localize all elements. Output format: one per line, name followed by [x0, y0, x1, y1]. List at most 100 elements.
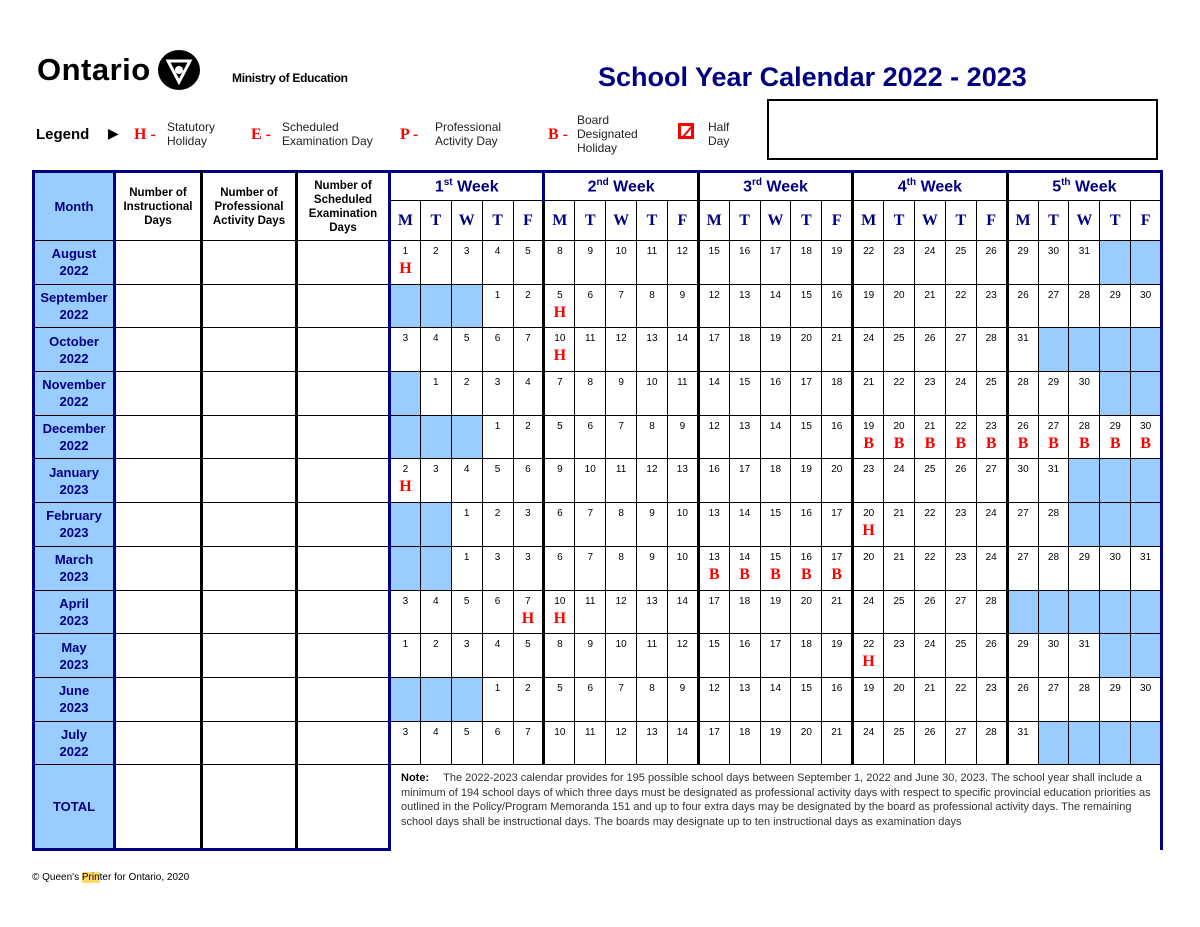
- day-number: 11: [646, 246, 658, 257]
- day-number: 29: [1017, 639, 1029, 651]
- day-cell: 3: [512, 545, 545, 591]
- day-number: 4: [433, 726, 439, 738]
- day-number: 16: [800, 551, 812, 563]
- day-number: 14: [676, 726, 688, 738]
- day-number: 23: [985, 420, 997, 432]
- day-number: 28: [1078, 289, 1090, 301]
- instructional-days-input[interactable]: [114, 676, 203, 722]
- day-number: 16: [739, 246, 751, 257]
- day-cell: 18: [821, 371, 854, 416]
- day-number: 23: [863, 464, 875, 476]
- weekday-header: T: [790, 200, 823, 241]
- professional-days-input[interactable]: [201, 502, 298, 547]
- week-header-1: 1st Week: [388, 170, 545, 201]
- day-cell: 17: [821, 502, 854, 547]
- exam-days-input[interactable]: [296, 283, 391, 329]
- instructional-days-input[interactable]: [114, 283, 203, 329]
- day-cell: 23: [851, 458, 885, 504]
- day-number: 24: [893, 464, 905, 476]
- day-number: 4: [433, 595, 439, 607]
- professional-days-input[interactable]: [201, 676, 298, 722]
- instructional-days-input[interactable]: [114, 589, 203, 635]
- day-number: 5: [463, 726, 470, 738]
- week-label: Week: [761, 178, 808, 196]
- day-number: 5: [525, 246, 531, 257]
- week-number: 3: [743, 178, 752, 196]
- professional-days-input[interactable]: [201, 633, 298, 678]
- month-year: 2023: [59, 525, 89, 541]
- instructional-days-input[interactable]: [114, 327, 203, 373]
- day-cell: 30: [1037, 240, 1070, 285]
- total-exam-days[interactable]: [296, 764, 391, 852]
- exam-days-input[interactable]: [296, 545, 391, 591]
- exam-days-input[interactable]: [296, 327, 391, 373]
- day-cell: 24: [944, 371, 977, 416]
- day-cell: 4: [481, 633, 514, 678]
- exam-days-input[interactable]: [296, 240, 391, 285]
- professional-days-input[interactable]: [201, 545, 298, 591]
- instructional-days-input[interactable]: [114, 545, 203, 591]
- day-number: 31: [1078, 246, 1090, 257]
- professional-days-input[interactable]: [201, 414, 298, 460]
- instructional-days-input[interactable]: [114, 720, 203, 766]
- day-cell: 21: [851, 371, 885, 416]
- instructional-days-input[interactable]: [114, 414, 203, 460]
- day-cell: 24: [851, 589, 885, 635]
- day-cell: 13: [696, 502, 730, 547]
- exam-days-input[interactable]: [296, 371, 391, 416]
- exam-days-input[interactable]: [296, 720, 391, 766]
- professional-days-input[interactable]: [201, 240, 298, 285]
- day-cell: 4: [419, 589, 452, 635]
- professional-days-input[interactable]: [201, 283, 298, 329]
- day-cell: 25: [883, 720, 915, 766]
- day-number: 18: [831, 377, 843, 389]
- instructional-days-input[interactable]: [114, 458, 203, 504]
- professional-days-input[interactable]: [201, 327, 298, 373]
- instructional-days-input[interactable]: [114, 371, 203, 416]
- month-year: 2023: [59, 700, 89, 716]
- day-number: 31: [1017, 333, 1029, 345]
- day-number: 25: [955, 639, 967, 651]
- professional-days-input[interactable]: [201, 458, 298, 504]
- weekday-header: W: [1068, 200, 1101, 241]
- day-mark-b: B: [1048, 434, 1059, 452]
- day-number: 30: [1140, 420, 1152, 432]
- legend-code-h: H -: [134, 126, 156, 143]
- instructional-days-input[interactable]: [114, 633, 203, 678]
- day-cell: 7: [605, 676, 638, 722]
- instructional-days-input[interactable]: [114, 240, 203, 285]
- exam-days-input[interactable]: [296, 414, 391, 460]
- day-cell: 20 B: [883, 414, 915, 460]
- day-cell: 5: [542, 676, 576, 722]
- exam-days-input[interactable]: [296, 589, 391, 635]
- day-cell: 23: [913, 371, 946, 416]
- exam-days-input[interactable]: [296, 502, 391, 547]
- day-number: 19: [769, 726, 782, 738]
- day-cell: 6: [542, 502, 576, 547]
- day-number: 7: [525, 333, 531, 345]
- exam-days-input[interactable]: [296, 633, 391, 678]
- day-number: 24: [985, 551, 997, 563]
- empty-day-cell: [1068, 502, 1101, 547]
- legend-code-b: B -: [548, 126, 568, 143]
- exam-days-input[interactable]: [296, 676, 391, 722]
- professional-days-input[interactable]: [201, 720, 298, 766]
- day-number: 29: [1017, 246, 1029, 257]
- day-number: 19: [863, 682, 875, 694]
- day-cell: 19: [851, 283, 885, 329]
- day-cell: 25: [944, 633, 977, 678]
- total-professional-days[interactable]: [201, 764, 298, 852]
- day-cell: 6: [481, 720, 514, 766]
- day-mark-b: B: [1140, 434, 1151, 452]
- day-cell: 27 B: [1037, 414, 1070, 460]
- day-number: 27: [955, 726, 967, 738]
- day-cell: 9: [666, 676, 699, 722]
- exam-days-input[interactable]: [296, 458, 391, 504]
- instructional-days-input[interactable]: [114, 502, 203, 547]
- day-number: 4: [494, 639, 501, 651]
- total-instructional-days[interactable]: [114, 764, 203, 852]
- professional-days-input[interactable]: [201, 371, 298, 416]
- professional-days-input[interactable]: [201, 589, 298, 635]
- day-number: 27: [1047, 420, 1060, 432]
- day-number: 28: [1078, 682, 1090, 694]
